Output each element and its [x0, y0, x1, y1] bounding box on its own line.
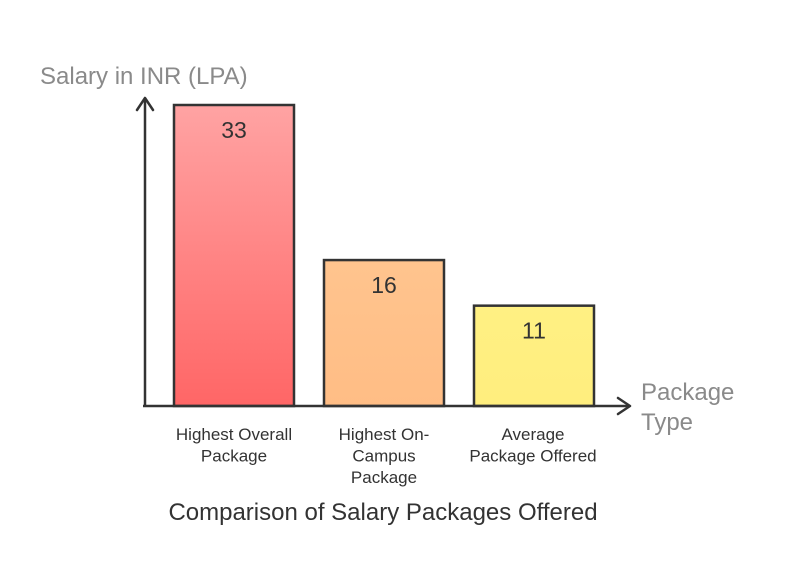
bar-value-label: 16	[371, 272, 397, 298]
bar-value-label: 33	[221, 117, 247, 143]
bar-2	[322, 258, 446, 408]
bar-3	[472, 304, 596, 408]
bar-1	[172, 103, 296, 408]
x-axis-title: Package Type	[641, 379, 734, 436]
x-axis-arrowhead	[616, 396, 632, 416]
y-axis-title: Salary in INR (LPA)	[40, 63, 248, 90]
x-tick-label: Highest Overall Package	[176, 425, 292, 466]
x-tick-label: Average Package Offered	[469, 425, 596, 466]
y-axis-arrowhead	[135, 96, 155, 112]
chart-title: Comparison of Salary Packages Offered	[168, 499, 597, 526]
x-tick-label: Highest On-Campus Package	[339, 425, 430, 487]
bar-value-label: 11	[522, 318, 546, 344]
